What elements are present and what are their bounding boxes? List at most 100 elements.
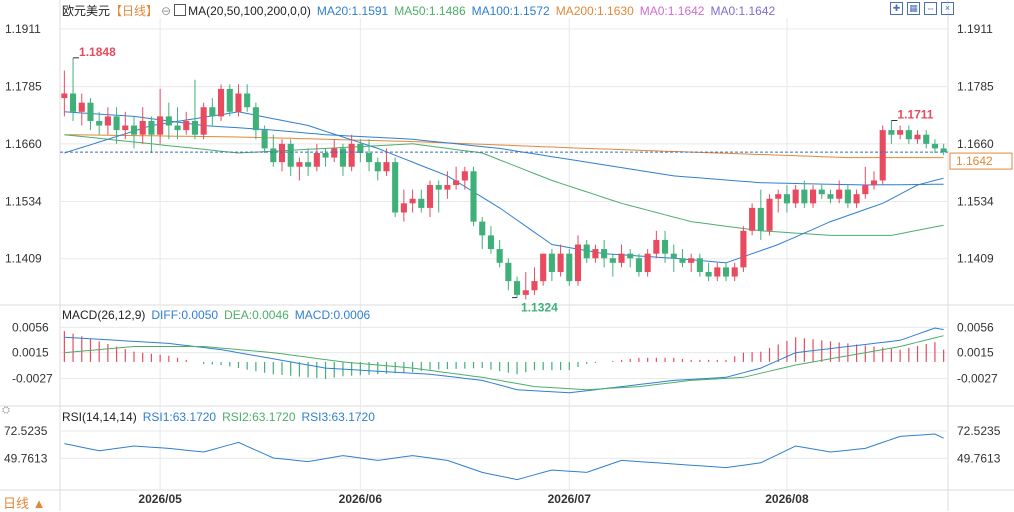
candle-body [470,171,477,222]
candle-body [644,253,651,272]
candle-body [766,198,773,231]
candle-body [792,189,799,204]
date-tick-label: 2026/07 [548,492,592,506]
price-tick-right: 1.1660 [957,137,994,151]
ma0a-value: MA0:1.1642 [639,4,705,18]
candle-body [574,244,582,282]
candle-body [400,203,407,213]
candlestick-series [61,57,947,300]
fullscreen-icon[interactable]: ✚ [890,2,903,15]
low-label: 1.1324 [521,301,558,315]
drag-icon[interactable]: ⛭ [2,405,10,416]
symbol-name: 欧元美元 [62,4,111,18]
candle-body [183,120,190,131]
candle-body [566,253,573,282]
candle-body [78,102,85,112]
candle-body [522,290,529,295]
macd-diff: DIFF:0.0050 [151,308,219,322]
moving-average-lines [64,111,944,264]
axis-labels: 1.1911 1.1911 1.1785 1.1785 1.1660 1.1660 1.15… [4,22,1001,506]
candle-body [705,271,712,277]
candle-body [426,185,434,208]
candle-body [540,253,547,282]
candle-body [130,125,138,135]
candle-body [740,230,747,268]
candle-body [662,239,669,254]
candle-body [862,185,869,195]
candle-body [287,143,294,167]
candle-body [688,258,695,263]
restore-icon[interactable]: ⇔ [924,2,937,15]
candle-body [296,162,303,167]
price-tick-left: 1.1785 [5,80,42,94]
close-icon[interactable]: × [941,2,954,15]
candle-body [200,107,207,135]
candle-body [444,185,451,190]
candle-body [313,152,320,167]
macd-panel [63,327,945,394]
grid-icon[interactable]: ▦ [907,2,920,15]
rsi2-value: RSI2:63.1720 [222,410,296,424]
candle-body [96,120,103,126]
candle-body [278,143,286,163]
candle-body [270,148,277,163]
settings-icon[interactable]: ⊖ [161,4,172,18]
macd-value: MACD:0.0006 [294,308,371,322]
candle-body [635,258,642,272]
candle-body [879,130,886,181]
macd-diff-line [64,327,944,394]
candle-body [383,162,390,172]
candle-body [618,253,625,263]
candle-body [348,143,355,167]
candle-body [139,120,146,135]
candle-body [818,189,825,195]
candle-body [157,116,164,135]
candle-body [357,143,364,153]
period-tag[interactable]: 【日线】 [110,4,159,18]
candle-body [670,253,677,259]
candle-body [870,180,878,186]
price-tick-right: 1.1911 [957,22,993,36]
ma0b-value: MA0:1.1642 [710,4,776,18]
candle-body [888,130,895,135]
date-tick-label: 2026/05 [138,492,182,506]
rsi3-value: RSI3:63.1720 [301,410,375,424]
rsi-header: RSI(14,14,14) RSI1:63.1720 RSI2:63.1720 RSI… [62,410,375,424]
candle-body [722,267,730,277]
candle-body [252,107,259,131]
candle-body [827,194,834,199]
candle-body [940,148,947,153]
candle-body [853,194,860,204]
date-tick-label: 2026/08 [765,492,809,506]
price-annotations: 1.1642 1.1848 1.1324 1.1711 [60,45,1013,315]
candle-body [583,244,590,259]
price-tick-left: 1.1534 [5,194,42,208]
macd-tick-right: -0.0027 [957,372,998,386]
ma200-value: MA200:1.1630 [555,4,634,18]
candle-body [757,207,764,231]
recent-high-label: 1.1711 [897,108,933,122]
candle-body [905,130,912,140]
candle-body [548,253,555,272]
candle-body [165,116,172,126]
candle-body [931,143,938,149]
candle-body [122,125,129,131]
price-tick-left: 1.1911 [5,22,41,36]
candle-body [218,88,225,117]
candle-body [104,116,111,126]
candle-body [487,235,494,250]
period-switch[interactable]: 日线 ▲ [3,496,46,511]
candle-body [322,152,329,158]
ma-label: MA(20,50,100,200,0,0) [188,4,311,18]
candle-body [783,194,790,204]
ma-toggle-icon[interactable] [174,4,187,16]
candle-body [592,249,599,259]
macd-tick-right: 0.0015 [957,346,994,360]
candle-body [209,107,216,117]
candle-body [87,102,94,121]
candle-body [897,130,904,135]
candle-body [374,162,381,172]
candle-body [191,120,198,135]
macd-header: MACD(26,12,9) DIFF:0.0050 DEA:0.0046 MACD:0… [62,308,370,322]
candle-body [836,189,843,199]
